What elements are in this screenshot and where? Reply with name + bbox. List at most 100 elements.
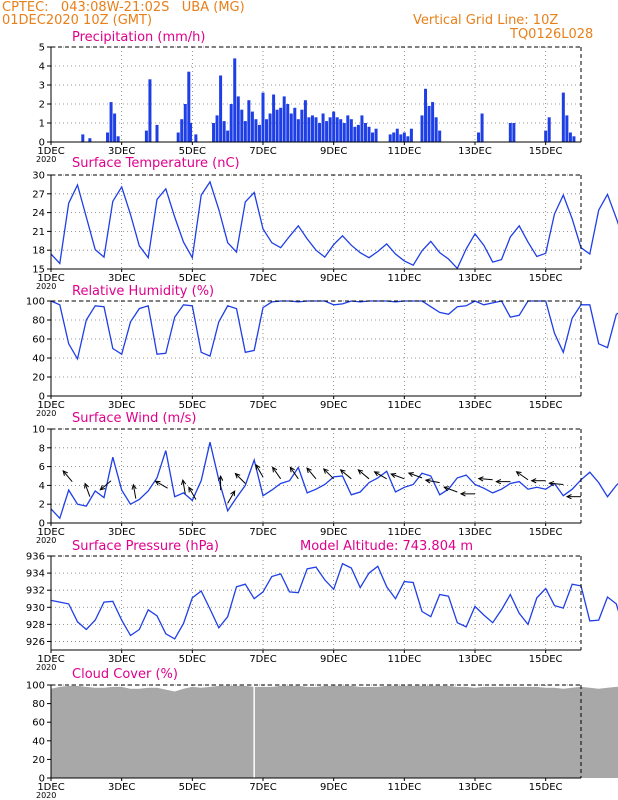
year-label: 2020 <box>36 536 56 545</box>
precip-bar <box>321 113 325 142</box>
wind-arrow-shaft <box>549 482 564 485</box>
wind-arrow-head <box>459 491 466 497</box>
precip-bar <box>272 94 276 142</box>
precip-bar <box>332 111 336 142</box>
precip-bar <box>250 111 254 142</box>
cloud-panel: 0 20 40 60 80 100 1DEC 3DEC 5DEC 7DEC 9DEC 11DEC 13D… <box>26 667 618 800</box>
precip-bar <box>367 126 371 142</box>
y-tick-label: 5 <box>39 43 45 54</box>
x-tick-label: 9DEC <box>320 782 347 793</box>
x-tick-label: 15DEC <box>529 400 563 411</box>
precip-bar <box>212 123 216 142</box>
temp-title: Surface Temperature (nC) <box>72 156 240 171</box>
x-tick-label: 11DEC <box>387 782 421 793</box>
y-tick-label: 3 <box>39 81 45 92</box>
wind-arrow-shaft <box>272 467 282 480</box>
wind-arrow-head <box>477 476 484 482</box>
wind-arrow-head <box>217 474 224 481</box>
x-tick-label: 5DEC <box>179 146 206 157</box>
wind-arrow-shaft <box>155 480 168 489</box>
y-tick-label: 4 <box>39 481 45 492</box>
y-tick-label: 20 <box>32 755 45 766</box>
wind-arrow-shaft <box>478 478 493 481</box>
precip-bar <box>547 117 551 142</box>
precip-bar <box>293 107 297 142</box>
x-tick-label: 11DEC <box>387 273 421 284</box>
precip-bar <box>282 96 286 142</box>
precip-bar <box>261 92 265 142</box>
x-tick-label: 5DEC <box>179 273 206 284</box>
precip-bar <box>568 132 572 142</box>
x-tick-label: 3DEC <box>108 654 135 665</box>
precip-bar <box>477 132 481 142</box>
precip-bar <box>106 132 110 142</box>
x-tick-label: 11DEC <box>387 400 421 411</box>
y-tick-label: 0 <box>39 138 45 149</box>
precip-bar <box>116 136 120 142</box>
precip-bar <box>438 130 442 142</box>
wind-arrow-shaft <box>227 490 236 504</box>
wind-arrow-head <box>62 470 68 476</box>
wind-arrow-head <box>271 466 278 473</box>
precip-bar <box>303 100 307 142</box>
precip-bar <box>109 102 113 142</box>
year-label: 2020 <box>36 282 56 291</box>
wind-arrow-head <box>255 463 261 470</box>
x-tick-label: 1DEC <box>37 527 64 538</box>
rh-panel: 0 20 40 60 80 100 1DEC 3DEC 5DEC 7DEC 9DEC 11DEC 13D… <box>26 284 618 418</box>
precip-bar <box>314 117 318 142</box>
x-tick-label: 13DEC <box>458 400 492 411</box>
precip-bar <box>144 130 148 142</box>
year-label: 2020 <box>36 663 56 672</box>
wind-arrow-shaft <box>425 479 440 484</box>
precip-bar <box>395 128 399 142</box>
precip-bar <box>427 105 431 142</box>
y-tick-label: 934 <box>26 569 45 580</box>
y-tick-label: 2 <box>39 100 45 111</box>
precip-bar <box>286 104 290 142</box>
wind-arrow-head <box>357 469 364 475</box>
precip-bar <box>318 123 322 142</box>
precip-bar <box>219 75 223 142</box>
wind-arrow-shaft <box>391 473 405 480</box>
wind-arrow-head <box>530 478 537 484</box>
year-label: 2020 <box>36 791 56 800</box>
precip-bar <box>572 136 576 142</box>
header-model: TQ0126L028 <box>510 27 594 42</box>
precip-bar <box>356 124 360 142</box>
y-tick-label: 0 <box>39 519 45 530</box>
precip-bar <box>226 130 230 142</box>
x-tick-label: 13DEC <box>458 654 492 665</box>
y-tick-label: 6 <box>39 462 45 473</box>
y-tick-label: 21 <box>32 227 45 238</box>
precip-bar <box>189 123 193 142</box>
precip-bar <box>194 134 198 142</box>
precip-bar <box>279 107 283 142</box>
wind-panel: 0 2 4 6 8 10 1DEC 3DEC 5DEC 7DEC 9DEC 11DEC 13DEC 15D… <box>32 411 618 545</box>
precip-bar <box>296 119 300 142</box>
precip-bar <box>254 119 258 142</box>
x-tick-label: 1DEC <box>37 273 64 284</box>
precip-bar <box>374 128 378 142</box>
x-tick-label: 13DEC <box>458 527 492 538</box>
x-tick-label: 1DEC <box>37 400 64 411</box>
y-tick-label: 30 <box>32 171 45 182</box>
wind-arrow-shaft <box>340 469 352 480</box>
precip-bar <box>307 117 311 142</box>
wind-arrow-shaft <box>323 468 335 480</box>
y-tick-label: 18 <box>32 246 45 257</box>
precip-bar <box>229 104 233 142</box>
precip-bar <box>88 138 92 142</box>
wind-arrow-shaft <box>182 479 186 494</box>
precip-bar <box>187 71 191 142</box>
wind-arrow-shaft <box>289 467 299 480</box>
y-tick-label: 20 <box>32 373 45 384</box>
x-tick-label: 13DEC <box>458 273 492 284</box>
precip-bar <box>300 109 304 142</box>
x-tick-label: 3DEC <box>108 400 135 411</box>
precip-panel: 0 1 2 3 4 5 1DEC 3DEC 5DEC 7DEC 9DEC 11DEC 13DEC 15DE… <box>36 30 582 164</box>
wind-arrow-head <box>565 494 572 500</box>
precip-bar <box>353 126 357 142</box>
x-tick-label: 5DEC <box>179 527 206 538</box>
